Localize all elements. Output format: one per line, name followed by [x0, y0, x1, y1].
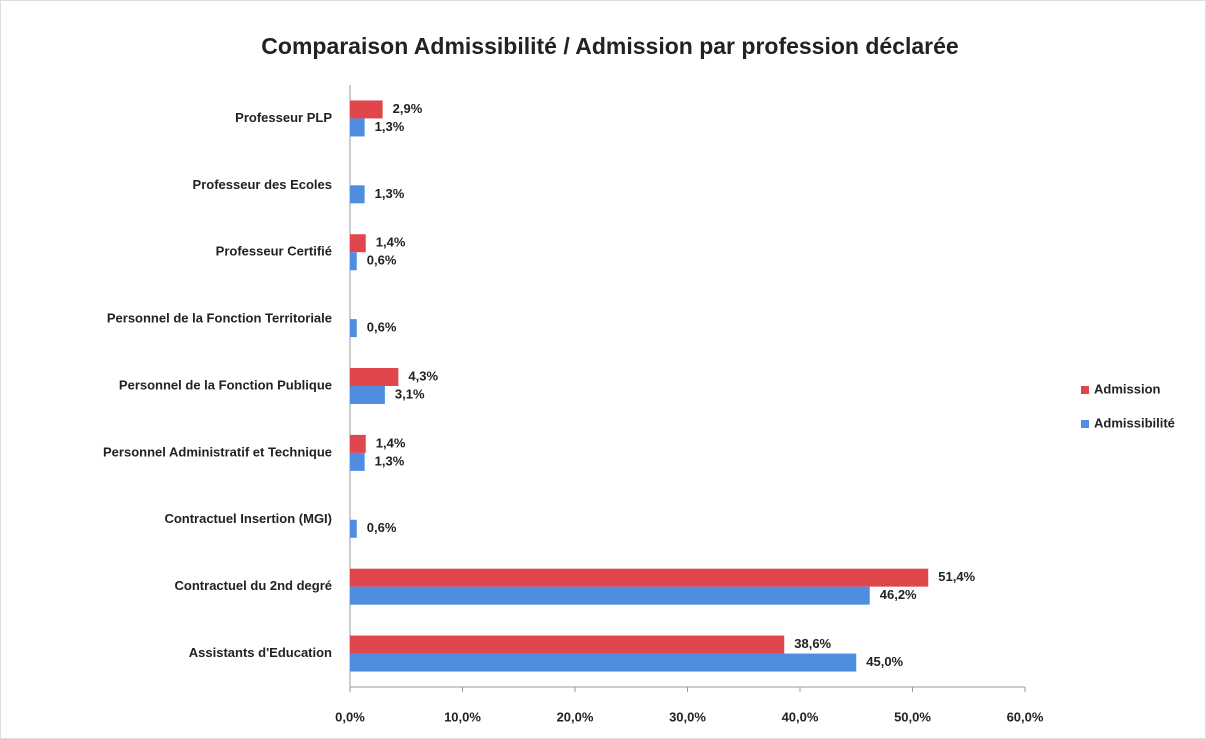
bar: [350, 100, 383, 119]
x-tick-label: 40,0%: [782, 709, 819, 724]
value-label: 0,6%: [367, 520, 397, 535]
y-tick-label: Personnel de la Fonction Territoriale: [107, 311, 332, 326]
value-label: 45,0%: [866, 654, 903, 669]
legend-label: Admissibilité: [1094, 415, 1175, 430]
y-tick-label: Personnel de la Fonction Publique: [119, 377, 332, 392]
y-tick-label: Assistants d'Education: [189, 645, 332, 660]
value-label: 2,9%: [393, 101, 423, 116]
bar: [350, 118, 365, 137]
bar: [350, 519, 357, 538]
chart-title: Comparaison Admissibilité / Admission pa…: [261, 33, 958, 59]
value-label: 1,3%: [375, 186, 405, 201]
x-tick-label: 10,0%: [444, 709, 481, 724]
value-label: 1,4%: [376, 435, 406, 450]
bar: [350, 653, 857, 672]
bar: [350, 434, 366, 453]
bar: [350, 319, 357, 338]
x-tick-label: 20,0%: [557, 709, 594, 724]
value-label: 0,6%: [367, 320, 397, 335]
value-label: 1,4%: [376, 235, 406, 250]
y-tick-label: Contractuel Insertion (MGI): [164, 511, 332, 526]
legend-swatch: [1081, 386, 1089, 394]
value-label: 3,1%: [395, 386, 425, 401]
x-tick-label: 60,0%: [1007, 709, 1044, 724]
value-label: 46,2%: [880, 587, 917, 602]
value-label: 4,3%: [408, 368, 438, 383]
bar: [350, 586, 870, 605]
bar: [350, 635, 785, 654]
value-label: 0,6%: [367, 253, 397, 268]
y-tick-label: Contractuel du 2nd degré: [175, 578, 332, 593]
legend-label: Admission: [1094, 381, 1161, 396]
legend-swatch: [1081, 420, 1089, 428]
bar: [350, 386, 385, 404]
bar: [350, 452, 365, 471]
x-tick-label: 0,0%: [335, 709, 365, 724]
bar: [350, 185, 365, 204]
bar: [350, 252, 357, 271]
value-label: 51,4%: [938, 569, 975, 584]
value-label: 1,3%: [375, 453, 405, 468]
bar: [350, 368, 399, 386]
y-tick-label: Personnel Administratif et Technique: [103, 444, 332, 459]
x-tick-label: 30,0%: [669, 709, 706, 724]
bar: [350, 234, 366, 253]
value-label: 1,3%: [375, 119, 405, 134]
y-tick-label: Professeur Certifié: [216, 244, 332, 259]
bar: [350, 568, 929, 587]
y-tick-label: Professeur PLP: [235, 110, 332, 125]
value-label: 38,6%: [794, 636, 831, 651]
x-tick-label: 50,0%: [894, 709, 931, 724]
y-tick-label: Professeur des Ecoles: [193, 177, 332, 192]
